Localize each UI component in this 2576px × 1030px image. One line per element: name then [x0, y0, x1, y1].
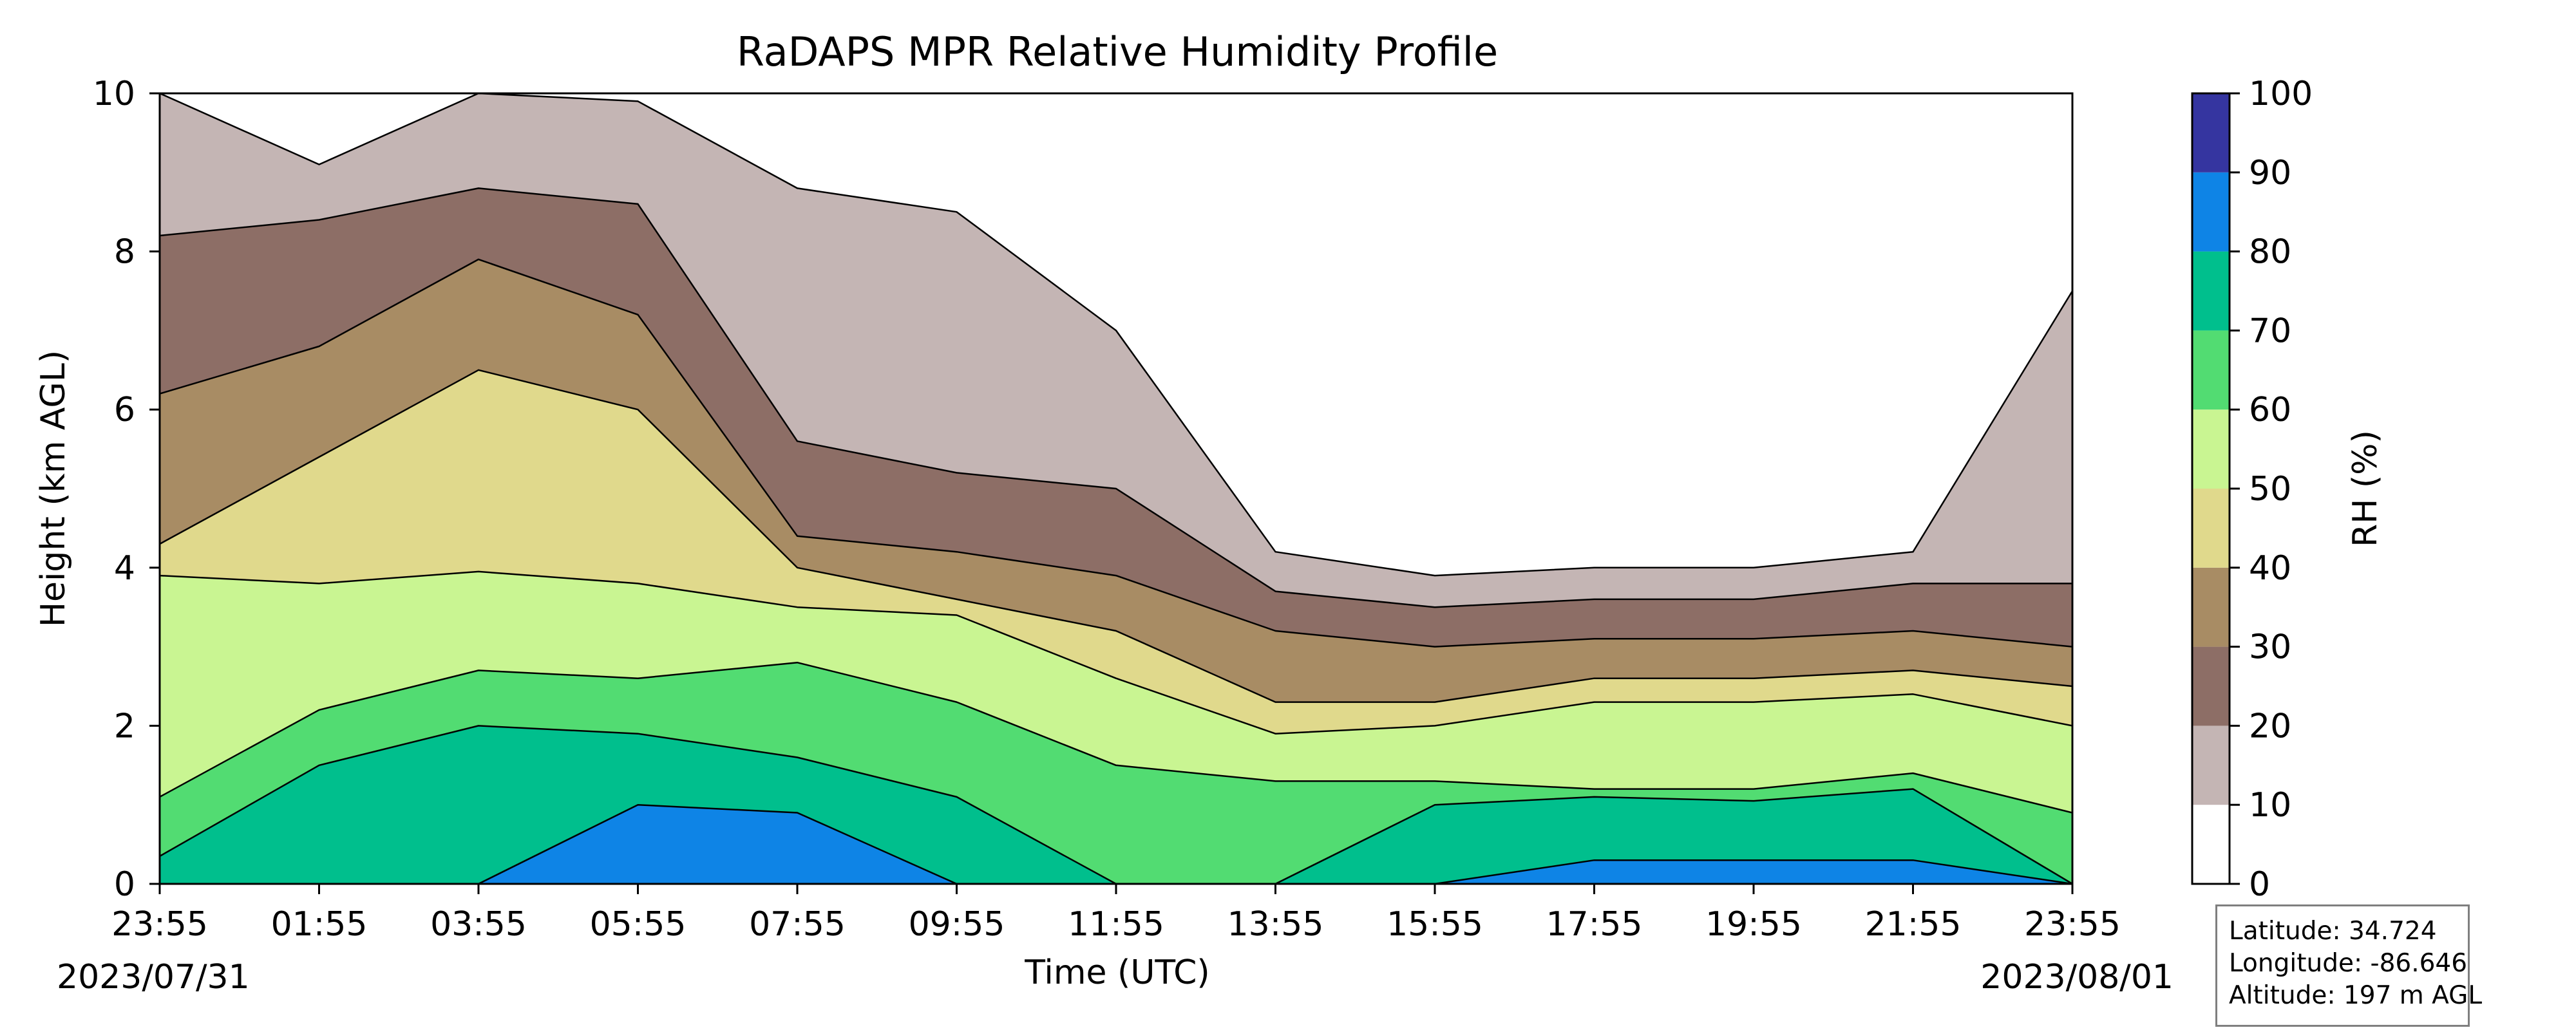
- x-tick-label: 17:55: [1546, 905, 1643, 944]
- station-info-box: Latitude: 34.724 Longitude: -86.646 Alti…: [2215, 904, 2483, 1027]
- colorbar: 0 10 20 30 40 50 60 70 80 90 100: [2191, 75, 2313, 904]
- colorbar-segment: [2192, 251, 2230, 331]
- y-axis-label: Height (km AGL): [34, 350, 73, 627]
- x-tick-label: 11:55: [1068, 905, 1164, 944]
- x-tick-label: 05:55: [590, 905, 687, 944]
- x-tick-label: 23:55: [2024, 905, 2121, 944]
- colorbar-segment: [2192, 567, 2230, 647]
- colorbar-segment: [2192, 489, 2230, 568]
- colorbar-tick-label: 60: [2249, 391, 2291, 429]
- end-date-label: 2023/08/01: [1980, 958, 2174, 997]
- x-tick-label: 21:55: [1865, 905, 1962, 944]
- colorbar-segment: [2192, 409, 2230, 489]
- colorbar-segment: [2192, 646, 2230, 726]
- x-tick-label: 03:55: [430, 905, 527, 944]
- colorbar-tick-label: 40: [2249, 549, 2291, 588]
- colorbar-segment: [2192, 726, 2230, 805]
- y-tick-label: 6: [114, 391, 135, 429]
- x-tick-label: 23:55: [111, 905, 208, 944]
- chart-title: RaDAPS MPR Relative Humidity Profile: [737, 28, 1498, 75]
- x-tick-label: 19:55: [1705, 905, 1802, 944]
- colorbar-tick-label: 30: [2249, 628, 2291, 667]
- x-tick-label: 09:55: [909, 905, 1005, 944]
- altitude-text: Altitude: 197 m AGL: [2229, 981, 2483, 1010]
- x-tick-label: 13:55: [1227, 905, 1324, 944]
- x-axis-label: Time (UTC): [1024, 953, 1209, 992]
- colorbar-tick-label: 50: [2249, 470, 2291, 509]
- colorbar-segment: [2192, 172, 2230, 252]
- y-tick-label: 4: [114, 549, 135, 588]
- longitude-text: Longitude: -86.646: [2229, 949, 2468, 978]
- colorbar-label: RH (%): [2346, 430, 2385, 547]
- colorbar-segment: [2192, 805, 2230, 884]
- y-tick-label: 10: [93, 75, 135, 113]
- latitude-text: Latitude: 34.724: [2229, 917, 2437, 946]
- x-tick-label: 15:55: [1387, 905, 1483, 944]
- colorbar-tick-label: 0: [2249, 865, 2270, 904]
- y-tick-label: 8: [114, 233, 135, 272]
- y-tick-label: 0: [114, 865, 135, 904]
- colorbar-segment: [2192, 330, 2230, 410]
- colorbar-tick-label: 90: [2249, 154, 2291, 192]
- x-axis: 23:55 01:55 03:55 05:55 07:55 09:55 11:55 13:55…: [111, 884, 2121, 944]
- colorbar-segment: [2192, 93, 2230, 173]
- colorbar-tick-label: 80: [2249, 233, 2291, 272]
- x-tick-label: 01:55: [271, 905, 368, 944]
- y-axis: 0 2 4 6 8 10: [93, 75, 160, 904]
- colorbar-tick-label: 20: [2249, 707, 2291, 745]
- plot-area: [158, 92, 2074, 885]
- colorbar-tick-label: 100: [2249, 75, 2313, 113]
- start-date-label: 2023/07/31: [57, 958, 250, 997]
- x-tick-label: 07:55: [749, 905, 846, 944]
- band-80-90: [160, 803, 2072, 884]
- colorbar-tick-label: 10: [2249, 786, 2291, 825]
- y-tick-label: 2: [114, 707, 135, 745]
- colorbar-tick-label: 70: [2249, 312, 2291, 350]
